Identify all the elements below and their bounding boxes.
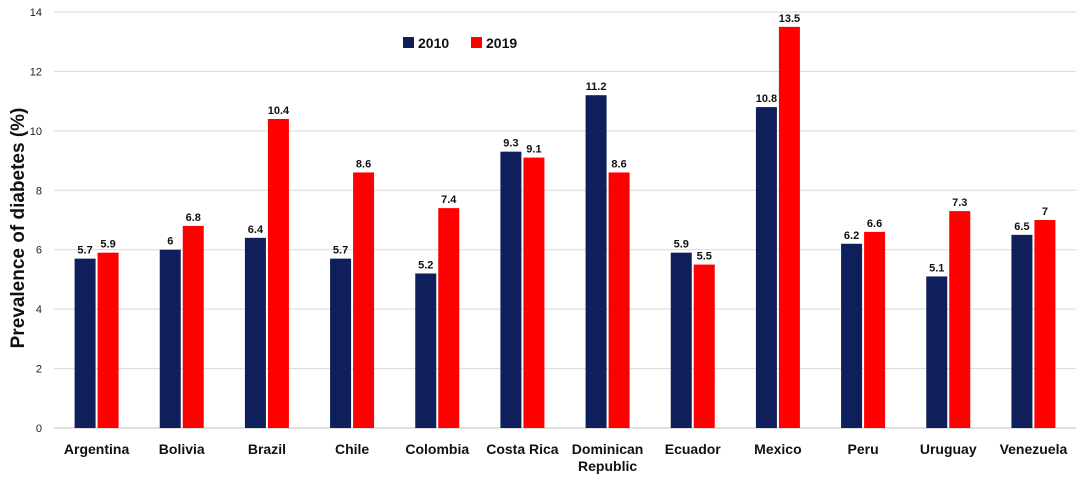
legend: 2010 2019 [403,35,517,51]
category-labels: Argentina Bolivia Brazil Chile Colombia Costa… [64,441,1068,474]
y-tick-label: 14 [30,7,42,19]
bar-2010-4 [415,273,437,428]
data-label-2019: 6.8 [186,212,201,224]
data-label-2010: 5.1 [929,262,944,274]
y-tick-label: 2 [36,364,42,376]
axes: 0 2 4 6 8 10 12 14 [30,7,1076,435]
bar-2019-1 [182,225,204,428]
bar-2019-8 [778,26,800,428]
legend-swatch-2010 [403,37,414,48]
gridlines [54,11,1076,370]
bar-2010-1 [159,249,181,428]
x-tick-label: Brazil [248,441,286,457]
data-label-2019: 8.6 [611,158,626,170]
bar-2019-7 [693,264,715,428]
x-tick-label: Colombia [405,441,469,457]
data-label-2010: 5.7 [333,245,348,257]
data-label-2010: 6.4 [248,224,264,236]
data-label-2019: 10.4 [268,105,290,117]
data-label-2010: 6.2 [844,230,859,242]
data-labels: 5.7 5.9 6 6.8 6.4 10.4 5.7 8.6 5.2 7.4 9.3 9.1 11.2 8… [77,13,1048,275]
bar-2019-2 [267,118,289,428]
bar-2010-3 [330,258,352,428]
y-tick-label: 12 [30,66,42,78]
bar-2019-0 [97,252,119,428]
data-label-2010: 5.2 [418,259,433,271]
x-tick-label: Argentina [64,441,130,457]
data-label-2010: 10.8 [756,93,777,105]
data-label-2019: 7 [1042,206,1048,218]
data-label-2019: 7.4 [441,194,457,206]
data-label-2019: 5.9 [100,239,115,251]
legend-label-2019: 2019 [486,35,517,51]
y-tick-label: 4 [36,304,42,316]
data-label-2019: 7.3 [952,197,967,209]
data-label-2019: 8.6 [356,158,371,170]
x-tick-label: Ecuador [665,441,722,457]
bar-2010-11 [1011,234,1033,428]
bar-2019-11 [1034,220,1056,428]
data-label-2010: 5.9 [674,239,689,251]
data-label-2010: 11.2 [586,81,607,93]
data-label-2010: 9.3 [503,138,518,150]
y-axis-label: Prevalence of diabetes (%) [8,108,29,349]
bar-2019-10 [949,211,971,428]
y-tick-label: 8 [36,185,42,197]
bar-2010-6 [585,95,607,428]
bars [74,26,1056,428]
x-tick-label: Uruguay [920,441,977,457]
x-tick-label: Venezuela [1000,441,1068,457]
bar-2019-5 [523,157,545,428]
data-label-2019: 13.5 [779,13,800,25]
data-label-2019: 9.1 [526,144,541,156]
bar-2019-4 [438,208,460,428]
legend-label-2010: 2010 [418,35,449,51]
x-tick-label: Dominican Republic [572,441,644,474]
bar-2010-0 [74,258,96,428]
data-label-2019: 5.5 [697,251,712,263]
x-tick-label: Costa Rica [486,441,559,457]
bar-2010-8 [755,107,777,428]
data-label-2010: 6.5 [1014,221,1029,233]
y-tick-label: 6 [36,245,42,257]
x-tick-label: Chile [335,441,369,457]
bar-2010-7 [670,252,692,428]
bar-2010-2 [244,237,266,428]
bar-2019-9 [864,231,886,428]
bar-2010-9 [841,243,863,428]
data-label-2019: 6.6 [867,218,882,230]
x-tick-label: Mexico [754,441,801,457]
y-tick-label: 0 [36,423,42,435]
x-tick-label: Bolivia [159,441,205,457]
bar-2010-10 [926,276,948,428]
data-label-2010: 6 [167,236,173,248]
data-label-2010: 5.7 [77,245,92,257]
bar-2019-3 [353,172,375,428]
bar-2010-5 [500,151,522,428]
legend-swatch-2019 [471,37,482,48]
x-tick-label: Peru [848,441,879,457]
bar-2019-6 [608,172,630,428]
y-tick-label: 10 [30,126,42,138]
